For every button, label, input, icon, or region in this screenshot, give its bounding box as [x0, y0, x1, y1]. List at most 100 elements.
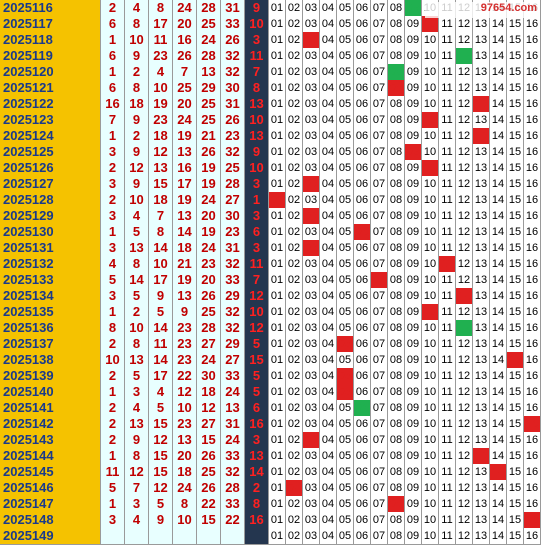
red-ball: 5: [125, 224, 149, 241]
red-ball: 2: [101, 368, 125, 385]
red-ball: 17: [173, 176, 197, 193]
trend-cell: 12: [456, 480, 473, 497]
trend-cell: 15: [507, 112, 524, 129]
trend-cell: 02: [286, 496, 303, 513]
trend-cell: 02: [286, 512, 303, 529]
trend-cell: 03: [303, 256, 320, 273]
trend-cell: 06: [354, 0, 371, 17]
trend-cell: 06: [354, 400, 371, 417]
trend-cell: 05: [337, 288, 354, 305]
trend-cell: 04: [320, 240, 337, 257]
trend-cell: 05: [337, 112, 354, 129]
trend-cell: 15: [507, 416, 524, 433]
trend-cell: 10: [422, 128, 439, 145]
trend-cell: 01: [269, 256, 286, 273]
blue-ball: 12: [245, 288, 269, 305]
red-ball: 5: [149, 400, 173, 417]
trend-cell: 05: [337, 160, 354, 177]
trend-cell: 08: [388, 448, 405, 465]
trend-cell: 10: [422, 64, 439, 81]
trend-cell: 01: [269, 64, 286, 81]
trend-cell: 07: [371, 240, 388, 257]
trend-cell: 08: [388, 288, 405, 305]
trend-cell: 14: [490, 48, 507, 65]
trend-cell: 15: [507, 384, 524, 401]
trend-cell: 06: [354, 480, 371, 497]
red-ball: 24: [173, 0, 197, 17]
red-ball: 22: [197, 496, 221, 513]
trend-cell: 07: [371, 384, 388, 401]
red-ball: 9: [149, 288, 173, 305]
trend-cell: 10: [422, 48, 439, 65]
trend-cell: 05: [337, 64, 354, 81]
blue-ball: 10: [245, 16, 269, 33]
trend-cell: 02: [286, 256, 303, 273]
trend-cell: 15: [507, 480, 524, 497]
table-row: 2025144 1 8 15 20 26 33 13 01 02 03 04 05 06 07 08 09 10 1…: [0, 448, 541, 465]
trend-cell: 04: [320, 192, 337, 209]
red-ball: 23: [173, 336, 197, 353]
red-ball: [173, 528, 197, 545]
table-row: 2025129 3 4 7 13 20 30 3 01 02 03 04 05 06 07 08 09 10 11 1…: [0, 208, 541, 225]
trend-cell: 03: [303, 336, 320, 353]
trend-cell: 14: [490, 384, 507, 401]
red-ball: 2: [101, 432, 125, 449]
table-row: 2025119 6 9 23 26 28 32 11 01 02 03 04 05 06 07 08 09 10 1…: [0, 48, 541, 65]
trend-cell: 02: [286, 400, 303, 417]
trend-cell: 02: [286, 336, 303, 353]
trend-cell: 07: [371, 464, 388, 481]
trend-cell: 04: [320, 352, 337, 369]
red-ball: 3: [101, 144, 125, 161]
trend-cell: 04: [320, 288, 337, 305]
blue-ball: 7: [245, 272, 269, 289]
trend-cell: 09: [405, 352, 422, 369]
red-ball: 23: [149, 112, 173, 129]
trend-cell: 09: [405, 320, 422, 337]
red-ball: 14: [149, 352, 173, 369]
trend-cell: 09: [405, 448, 422, 465]
trend-cell: 06: [354, 288, 371, 305]
red-ball: 19: [197, 176, 221, 193]
trend-cell: 06: [354, 208, 371, 225]
trend-cell: 06: [354, 256, 371, 273]
blue-ball: 13: [245, 448, 269, 465]
trend-cell: 15: [507, 512, 524, 529]
trend-cell: 04: [320, 416, 337, 433]
trend-cell: 02: [286, 32, 303, 49]
issue-number: 2025122: [0, 96, 101, 113]
red-ball: 20: [173, 448, 197, 465]
trend-cell: 09: [405, 80, 422, 97]
blue-ball: 3: [245, 240, 269, 257]
trend-cell: 15: [507, 352, 524, 369]
trend-cell: 06: [354, 304, 371, 321]
red-ball: 25: [197, 16, 221, 33]
trend-cell: 07: [371, 528, 388, 545]
trend-cell: 16: [524, 160, 541, 177]
red-ball: 26: [197, 448, 221, 465]
red-ball: 19: [197, 224, 221, 241]
trend-cell: 06: [354, 192, 371, 209]
trend-cell: 13: [473, 288, 490, 305]
red-ball: 16: [173, 160, 197, 177]
trend-cell: 11: [439, 144, 456, 161]
trend-cell: 10: [422, 320, 439, 337]
red-ball: 23: [173, 416, 197, 433]
trend-cell: 13: [473, 128, 490, 145]
trend-cell: 03: [303, 512, 320, 529]
trend-cell: 14: [490, 192, 507, 209]
red-ball: 11: [149, 336, 173, 353]
trend-cell: 01: [269, 352, 286, 369]
trend-cell: 04: [320, 80, 337, 97]
trend-cell: 11: [439, 528, 456, 545]
trend-cell: 08: [388, 192, 405, 209]
table-row: 2025130 1 5 8 14 19 23 6 01 02 03 04 05 06 07 08 09 10 11 1…: [0, 224, 541, 241]
blue-ball: 2: [245, 480, 269, 497]
issue-number: 2025146: [0, 480, 101, 497]
blue-ball: 11: [245, 256, 269, 273]
blue-ball: 3: [245, 432, 269, 449]
trend-cell: 12: [456, 128, 473, 145]
trend-cell: 16: [524, 496, 541, 513]
trend-cell: 10: [422, 448, 439, 465]
red-ball: 13: [173, 288, 197, 305]
trend-cell: 11: [439, 496, 456, 513]
